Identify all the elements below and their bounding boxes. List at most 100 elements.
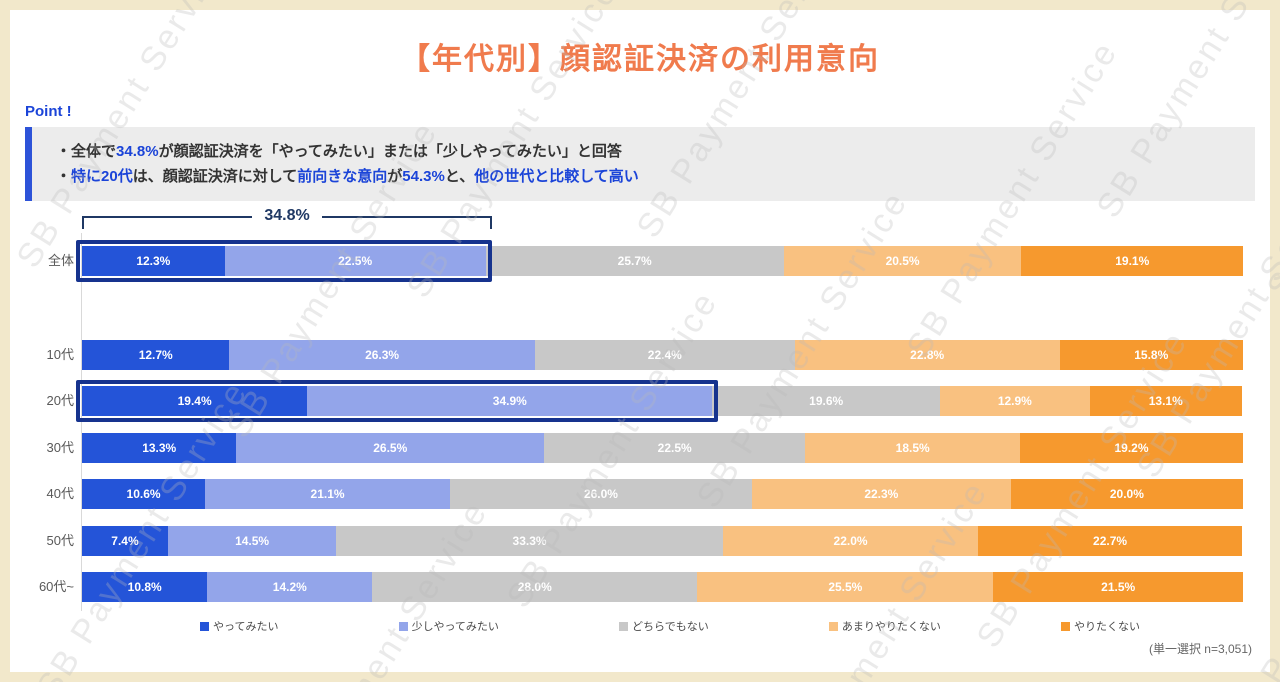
bar-segment-value: 22.0%: [833, 534, 868, 548]
point-line-2: ・特に20代は、顔認証決済に対して前向きな意向が54.3%と、他の世代と比較して…: [56, 164, 1255, 189]
bar-segment: 25.5%: [697, 572, 994, 602]
point-box: ・全体で34.8%が顔認証決済を「やってみたい」または「少しやってみたい」と回答…: [25, 127, 1255, 201]
bar-segment: 26.0%: [450, 479, 752, 509]
bar-segment: 13.1%: [1089, 386, 1242, 416]
bracket-line: [82, 216, 84, 229]
bar-segment-value: 25.7%: [617, 254, 652, 268]
row-label-50代: 50代: [46, 533, 74, 548]
row-label-10代: 10代: [46, 347, 74, 362]
bar-segment-value: 7.4%: [111, 534, 139, 548]
bracket-line: [490, 216, 493, 229]
chart-row-30代: 13.3% 26.5% 22.5% 18.5% 19.2%: [82, 433, 1243, 463]
bar-segment: 26.5%: [236, 433, 545, 463]
bar-segment: 10.8%: [82, 572, 208, 602]
point-text-segment: 特に20代: [71, 168, 133, 185]
chart-legend: やってみたい 少しやってみたい どちらでもない あまりやりたくない やりたくない: [200, 618, 1140, 634]
legend-label: やりたくない: [1073, 621, 1140, 633]
bar-segment-value: 21.5%: [1101, 580, 1136, 594]
bar-segment: 20.0%: [1010, 479, 1243, 509]
bar-segment: 12.3%: [82, 246, 225, 276]
point-text-segment: ・: [56, 168, 72, 185]
bar-segment: 10.6%: [82, 479, 206, 509]
legend-label: やってみたい: [213, 621, 279, 633]
bar-segment-value: 22.4%: [647, 348, 682, 362]
row-label-20代: 20代: [46, 393, 74, 408]
legend-item-3: どちらでもない: [619, 618, 709, 634]
bar-segment-value: 19.1%: [1115, 254, 1150, 268]
legend-item-5: やりたくない: [1060, 618, 1140, 634]
point-line-1: ・全体で34.8%が顔認証決済を「やってみたい」または「少しやってみたい」と回答: [56, 139, 1255, 164]
bar-segment: 14.2%: [207, 572, 373, 602]
bar-segment: 25.7%: [485, 246, 784, 276]
chart-row-20代: 19.4% 34.9% 19.6% 12.9% 13.1%: [82, 386, 1243, 416]
bar-segment-value: 12.9%: [997, 394, 1032, 408]
bar-segment-value: 19.4%: [177, 394, 212, 408]
bar-segment-value: 21.1%: [310, 487, 345, 501]
point-text-segment: と、: [444, 168, 475, 185]
bar-segment-value: 22.8%: [910, 348, 945, 362]
bar-segment: 12.7%: [82, 340, 230, 370]
bracket-label: 34.8%: [264, 207, 310, 224]
bar-segment: 22.5%: [544, 433, 806, 463]
bar-segment: 26.3%: [229, 340, 535, 370]
chart-note: (単一選択 n=3,051): [1148, 642, 1252, 656]
bar-segment-value: 33.3%: [512, 534, 547, 548]
bar-segment: 20.5%: [783, 246, 1022, 276]
bar-segment-value: 20.0%: [1109, 487, 1144, 501]
bar-segment-value: 25.5%: [828, 580, 863, 594]
bar-segment-value: 26.0%: [583, 487, 618, 501]
bar-segment: 22.7%: [978, 526, 1242, 556]
bar-segment: 21.5%: [993, 572, 1243, 602]
point-text-segment: は、顔認証決済に対して: [132, 168, 298, 185]
legend-item-4: あまりやりたくない: [828, 618, 941, 634]
legend-item-2: 少しやってみたい: [398, 618, 499, 634]
legend-swatch-icon: [619, 621, 629, 631]
point-text-segment: が顔認証決済を「やってみたい」または「少しやってみたい」と回答: [158, 143, 622, 160]
bar-segment-value: 26.5%: [373, 441, 408, 455]
row-label-40代: 40代: [46, 486, 74, 501]
bar-segment-value: 12.7%: [138, 348, 173, 362]
chart-row-50代: 7.4% 14.5% 33.3% 22.0% 22.7%: [82, 526, 1243, 556]
chart-row-60代~: 10.8% 14.2% 28.0% 25.5% 21.5%: [82, 572, 1243, 602]
point-text-segment: ・全体で: [56, 143, 117, 160]
row-label-60代~: 60代~: [38, 579, 74, 594]
chart-axis-line: [81, 233, 82, 611]
legend-swatch-icon: [1060, 621, 1070, 631]
legend-label: 少しやってみたい: [411, 621, 499, 633]
bar-segment-value: 19.2%: [1114, 441, 1149, 455]
bar-segment-value: 10.8%: [127, 580, 162, 594]
bar-segment: 22.3%: [751, 479, 1011, 509]
bar-segment: 22.5%: [224, 246, 486, 276]
point-text-segment: 54.3%: [402, 168, 445, 185]
point-text-segment: 34.8%: [116, 143, 159, 160]
bar-segment: 7.4%: [82, 526, 168, 556]
bar-segment-value: 13.1%: [1148, 394, 1183, 408]
bar-segment: 33.3%: [336, 526, 723, 556]
row-label-全体: 全体: [47, 253, 74, 268]
bracket-line: [84, 216, 253, 218]
legend-swatch-icon: [828, 621, 838, 631]
bar-segment-value: 22.3%: [864, 487, 899, 501]
bar-segment: 13.3%: [82, 433, 237, 463]
bar-segment-value: 22.5%: [657, 441, 692, 455]
point-heading: Point !: [25, 103, 72, 120]
legend-label: どちらでもない: [632, 621, 709, 633]
bar-segment-value: 18.5%: [895, 441, 930, 455]
point-text-segment: が: [387, 168, 403, 185]
bar-segment: 15.8%: [1059, 340, 1243, 370]
bar-segment-value: 20.5%: [885, 254, 920, 268]
bar-segment-value: 12.3%: [136, 254, 171, 268]
bar-segment: 21.1%: [205, 479, 451, 509]
row-label-30代: 30代: [46, 440, 74, 455]
legend-swatch-icon: [398, 621, 408, 631]
bar-segment-value: 28.0%: [517, 580, 552, 594]
bar-segment: 22.4%: [534, 340, 795, 370]
bar-segment: 19.6%: [712, 386, 940, 416]
bar-segment: 19.4%: [82, 386, 308, 416]
bar-segment: 19.1%: [1021, 246, 1243, 276]
bar-segment: 22.8%: [794, 340, 1060, 370]
bar-segment-value: 19.6%: [809, 394, 844, 408]
page-title: 【年代別】顔認証決済の利用意向: [400, 43, 880, 76]
bar-segment-value: 22.5%: [338, 254, 373, 268]
point-text-segment: 前向きな意向: [297, 168, 388, 185]
